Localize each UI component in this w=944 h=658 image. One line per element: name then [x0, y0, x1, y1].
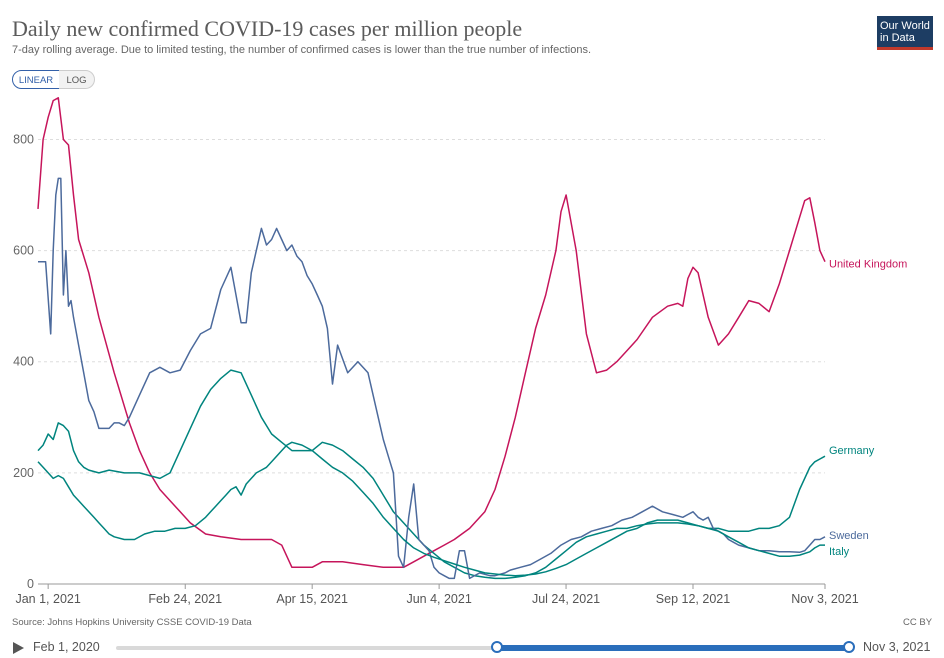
- play-icon[interactable]: [13, 642, 24, 654]
- timeline-start-label: Feb 1, 2020: [33, 640, 100, 654]
- timeline-end-label: Nov 3, 2021: [863, 640, 931, 654]
- y-tick-label: 400: [13, 355, 34, 369]
- y-tick-label: 200: [13, 466, 34, 480]
- timeline: Feb 1, 2020 Nov 3, 2021: [0, 636, 944, 658]
- line-chart: 0 200 400 600 800 Jan 1, 2021 Feb 24, 2021 Apr …: [13, 97, 907, 606]
- series-line-germany: [37, 369, 826, 580]
- x-tick-label: Jan 1, 2021: [15, 592, 80, 606]
- series-label-germany: Germany: [829, 445, 875, 457]
- timeline-end-handle[interactable]: [843, 641, 855, 653]
- source-note: Source: Johns Hopkins University CSSE CO…: [12, 617, 252, 628]
- series-label-sweden: Sweden: [829, 530, 869, 542]
- series-label-italy: Italy: [829, 546, 850, 558]
- logo-line-2: in Data: [880, 32, 915, 44]
- x-tick-label: Jun 4, 2021: [406, 592, 471, 606]
- log-scale-button[interactable]: LOG: [59, 70, 95, 89]
- y-tick-label: 0: [27, 577, 34, 591]
- x-tick-label: Feb 24, 2021: [148, 592, 222, 606]
- y-tick-label: 800: [13, 132, 34, 146]
- chart-subtitle: 7-day rolling average. Due to limited te…: [12, 44, 592, 56]
- license-label[interactable]: CC BY: [903, 617, 933, 628]
- series-line-sweden: [38, 177, 826, 580]
- x-tick-label: Jul 24, 2021: [532, 592, 600, 606]
- timeline-start-handle[interactable]: [491, 641, 503, 653]
- timeline-selected-range[interactable]: [497, 645, 849, 651]
- timeline-track[interactable]: [116, 646, 851, 650]
- x-tick-label: Nov 3, 2021: [791, 592, 858, 606]
- series-label-united-kingdom: United Kingdom: [829, 259, 907, 271]
- logo-line-1: Our World: [880, 20, 930, 32]
- chart-title: Daily new confirmed COVID-19 cases per m…: [12, 16, 523, 41]
- owid-logo[interactable]: Our World in Data: [877, 16, 933, 50]
- x-tick-label: Sep 12, 2021: [656, 592, 730, 606]
- series-line-italy: [37, 441, 825, 577]
- series-line-united-kingdom: [37, 97, 826, 569]
- y-tick-label: 600: [13, 244, 34, 258]
- x-tick-label: Apr 15, 2021: [276, 592, 348, 606]
